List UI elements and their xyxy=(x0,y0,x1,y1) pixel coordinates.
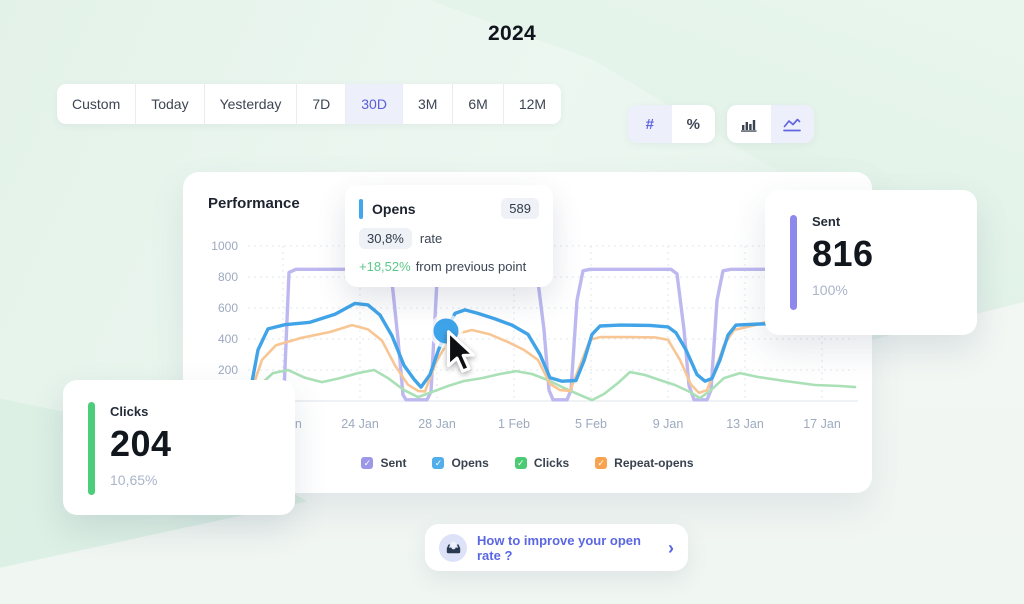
sent-accent-bar xyxy=(790,215,797,310)
range-tab-7d[interactable]: 7D xyxy=(297,84,347,124)
sent-percent: 100% xyxy=(812,282,848,298)
date-range-tabs: Custom Today Yesterday 7D 30D 3M 6M 12M xyxy=(57,84,562,124)
y-axis-tick-label: 600 xyxy=(218,301,238,315)
clicks-percent: 10,65% xyxy=(110,472,158,488)
range-tab-30d[interactable]: 30D xyxy=(346,84,403,124)
x-axis-tick-label: 28 Jan xyxy=(418,417,456,431)
percent-icon: % xyxy=(686,115,700,133)
hash-icon: # xyxy=(645,115,654,133)
range-tab-12m[interactable]: 12M xyxy=(518,96,547,112)
range-tab-custom[interactable]: Custom xyxy=(57,84,137,124)
checkbox-checked-icon[interactable]: ✓ xyxy=(595,457,608,469)
range-tab-6m[interactable]: 6M xyxy=(453,84,504,124)
x-axis-tick-label: 17 Jan xyxy=(803,417,841,431)
sent-stat-card: Sent 816 100% xyxy=(765,190,977,335)
checkbox-checked-icon[interactable]: ✓ xyxy=(432,457,445,469)
range-tab-yesterday[interactable]: Yesterday xyxy=(205,84,298,124)
x-axis-tick-label: 9 Jan xyxy=(653,417,684,431)
sent-value: 816 xyxy=(812,233,874,274)
tooltip-delta-label: from previous point xyxy=(415,259,527,274)
range-tab-today[interactable]: Today xyxy=(136,84,205,124)
legend-label: Opens xyxy=(451,456,489,470)
tooltip-delta-value: +18,52% xyxy=(359,259,411,274)
number-mode-button[interactable]: # xyxy=(628,105,672,143)
clicks-stat-card: Clicks 204 10,65% xyxy=(63,380,295,515)
legend-item-clicks[interactable]: ✓ Clicks xyxy=(514,456,570,470)
legend-label: Clicks xyxy=(533,456,570,470)
percent-mode-button[interactable]: % xyxy=(672,105,716,143)
line-chart-mode-button[interactable] xyxy=(770,105,814,143)
chart-legend: ✓ Sent ✓ Opens ✓ Clicks ✓ Repeat-opens xyxy=(183,456,872,470)
clicks-value: 204 xyxy=(110,423,172,464)
tooltip-value-badge: 589 xyxy=(501,198,539,219)
tooltip-rate-label: rate xyxy=(419,231,443,246)
open-rate-help-banner[interactable]: How to improve your open rate ? › xyxy=(425,524,688,571)
y-axis-tick-label: 200 xyxy=(218,363,238,377)
y-axis-tick-label: 1000 xyxy=(211,239,238,253)
legend-item-repeat-opens[interactable]: ✓ Repeat-opens xyxy=(595,456,694,470)
range-tab-3m[interactable]: 3M xyxy=(403,84,454,124)
x-axis-tick-label: 1 Feb xyxy=(498,417,530,431)
page-title: 2024 xyxy=(488,22,536,45)
highlight-point xyxy=(433,318,459,344)
legend-item-opens[interactable]: ✓ Opens xyxy=(432,456,489,470)
tooltip-series-accent xyxy=(359,198,363,219)
x-axis-tick-label: 13 Jan xyxy=(726,417,764,431)
tooltip-rate-badge: 30,8% xyxy=(359,228,412,249)
legend-label: Repeat-opens xyxy=(614,456,694,470)
x-axis-tick-label: 5 Feb xyxy=(575,417,607,431)
value-mode-toggle: # % xyxy=(628,105,715,143)
line-chart-icon xyxy=(783,118,802,131)
bar-chart-icon xyxy=(740,119,757,132)
bar-chart-mode-button[interactable] xyxy=(727,105,771,143)
x-axis-tick-label: 24 Jan xyxy=(341,417,379,431)
y-axis-tick-label: 400 xyxy=(218,332,238,346)
clicks-label: Clicks xyxy=(110,404,149,419)
sent-label: Sent xyxy=(812,214,841,229)
chevron-right-icon[interactable]: › xyxy=(668,537,674,558)
checkbox-checked-icon[interactable]: ✓ xyxy=(361,457,374,469)
chart-tooltip: Opens 589 30,8% rate +18,52% from previo… xyxy=(345,185,553,287)
inbox-icon xyxy=(439,533,467,562)
banner-text: How to improve your open rate ? xyxy=(477,532,641,563)
performance-card-title: Performance xyxy=(208,195,300,212)
legend-item-sent[interactable]: ✓ Sent xyxy=(361,456,406,470)
tooltip-series-name: Opens xyxy=(372,200,416,217)
y-axis-tick-label: 800 xyxy=(218,270,238,284)
chart-mode-toggle xyxy=(727,105,814,143)
checkbox-checked-icon[interactable]: ✓ xyxy=(514,457,527,469)
series-line-opens xyxy=(248,301,857,395)
clicks-accent-bar xyxy=(88,402,95,495)
legend-label: Sent xyxy=(380,456,407,470)
